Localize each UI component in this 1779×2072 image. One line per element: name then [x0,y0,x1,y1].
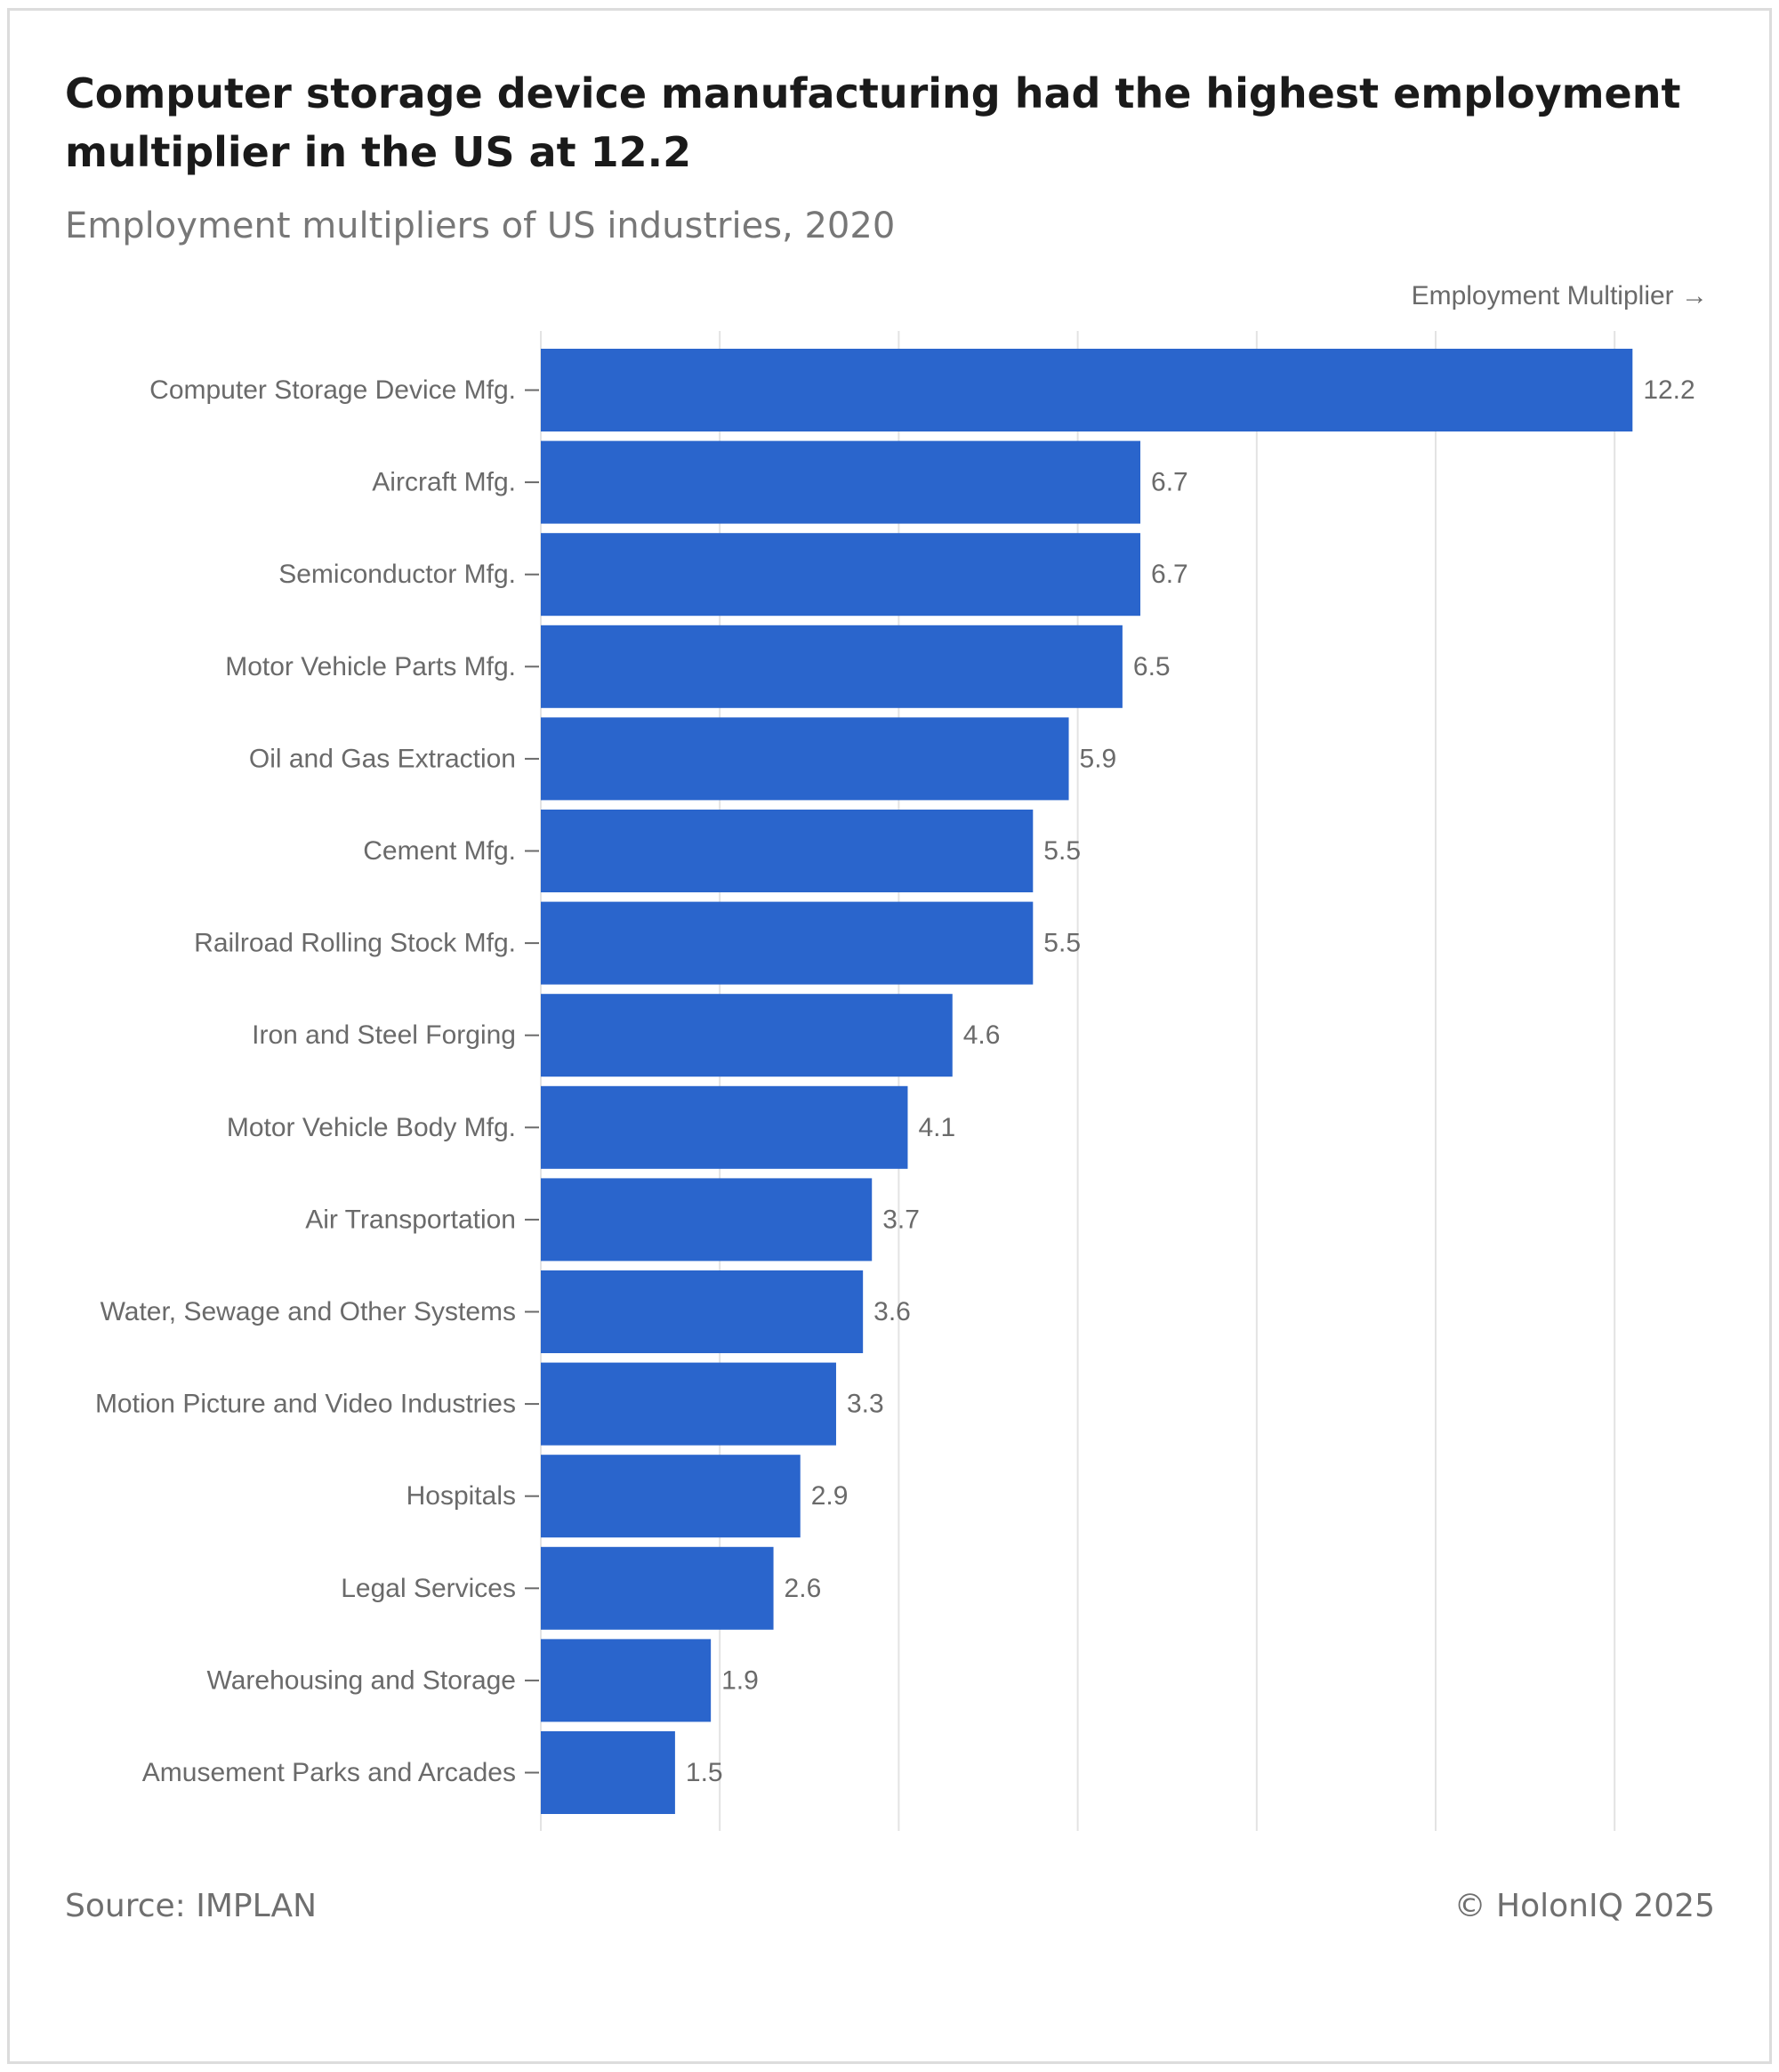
chart-subtitle: Employment multipliers of US industries,… [65,206,896,246]
bar [541,1731,675,1814]
source-note: Source: IMPLAN [65,1888,318,1924]
bar [541,1639,712,1722]
value-label: 1.9 [721,1665,759,1695]
bar [541,349,1633,431]
category-label: Motion Picture and Video Industries [95,1390,516,1419]
category-label: Hospitals [407,1481,516,1511]
category-label: Iron and Steel Forging [252,1020,516,1050]
bar [541,901,1034,985]
category-label: Motor Vehicle Parts Mfg. [225,652,516,681]
category-label: Motor Vehicle Body Mfg. [227,1113,516,1142]
bar [541,1362,836,1446]
category-label: Legal Services [341,1574,516,1603]
bars: Computer Storage Device Mfg. 12.2 Aircraft… [95,349,1695,1814]
value-label: 3.7 [882,1205,920,1234]
bar [541,810,1034,892]
category-label: Oil and Gas Extraction [249,744,516,773]
x-axis-title: Employment Multiplier → [1412,281,1708,310]
value-label: 12.2 [1643,375,1694,405]
chart-title: Computer storage device manufacturing ha… [65,69,1681,176]
bar [541,1455,801,1538]
value-label: 2.9 [811,1481,849,1511]
value-label: 3.6 [873,1297,911,1326]
value-label: 6.7 [1151,468,1188,497]
bar [541,440,1141,524]
bar [541,1178,873,1262]
value-label: 1.5 [686,1758,723,1787]
bar [541,717,1069,801]
category-label: Railroad Rolling Stock Mfg. [194,929,516,958]
value-label: 2.6 [785,1574,822,1603]
category-label: Cement Mfg. [363,836,516,866]
bar [541,533,1141,617]
bar [541,625,1123,708]
value-label: 6.7 [1151,560,1188,589]
category-label: Warehousing and Storage [207,1665,516,1695]
value-label: 3.3 [847,1390,884,1419]
value-label: 4.1 [918,1113,955,1142]
value-label: 4.6 [963,1020,1001,1050]
bar [541,1546,774,1630]
category-label: Computer Storage Device Mfg. [149,375,516,405]
value-label: 5.9 [1080,744,1117,773]
category-label: Water, Sewage and Other Systems [101,1297,516,1326]
value-label: 6.5 [1133,652,1171,681]
category-label: Amusement Parks and Arcades [142,1758,516,1787]
copyright-note: © HolonIQ 2025 [1453,1888,1715,1924]
value-label: 5.5 [1043,929,1081,958]
value-label: 5.5 [1043,836,1081,866]
category-label: Air Transportation [305,1205,516,1234]
category-label: Aircraft Mfg. [372,468,516,497]
bar [541,994,953,1077]
bar [541,1270,864,1353]
category-label: Semiconductor Mfg. [278,560,516,589]
bar [541,1085,908,1169]
